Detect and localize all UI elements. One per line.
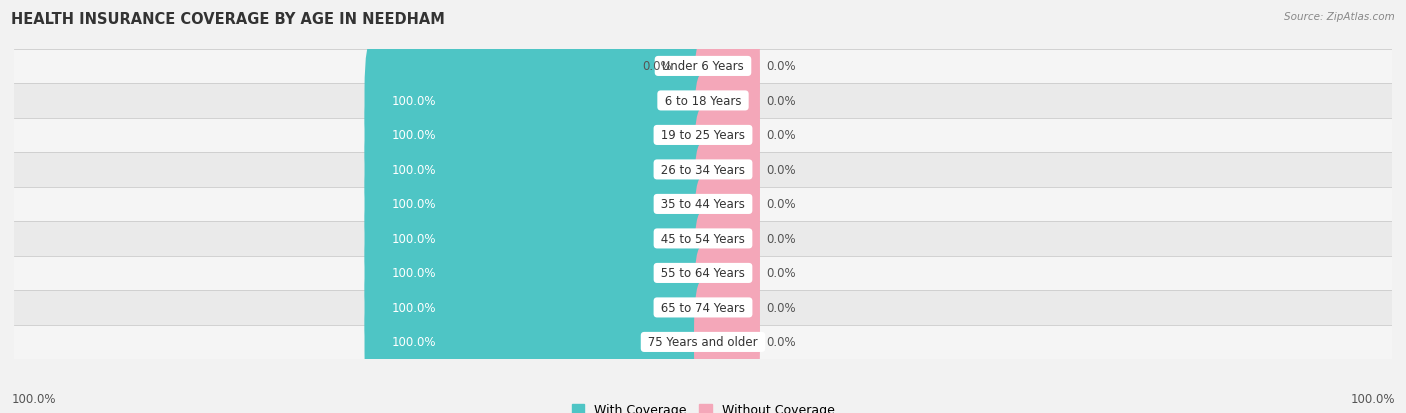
FancyBboxPatch shape [14,153,1392,187]
FancyBboxPatch shape [695,5,759,129]
Text: 0.0%: 0.0% [766,60,796,73]
Text: 0.0%: 0.0% [766,129,796,142]
Text: 0.0%: 0.0% [766,267,796,280]
Text: 100.0%: 100.0% [391,267,436,280]
FancyBboxPatch shape [14,119,1392,153]
FancyBboxPatch shape [14,325,1392,359]
Legend: With Coverage, Without Coverage: With Coverage, Without Coverage [567,398,839,413]
Text: 100.0%: 100.0% [391,129,436,142]
Text: 19 to 25 Years: 19 to 25 Years [657,129,749,142]
FancyBboxPatch shape [364,177,711,301]
FancyBboxPatch shape [14,187,1392,222]
FancyBboxPatch shape [364,245,711,370]
Text: 0.0%: 0.0% [766,198,796,211]
Text: Source: ZipAtlas.com: Source: ZipAtlas.com [1284,12,1395,22]
Text: 100.0%: 100.0% [391,164,436,176]
FancyBboxPatch shape [14,290,1392,325]
Text: 100.0%: 100.0% [391,233,436,245]
Text: 0.0%: 0.0% [766,233,796,245]
FancyBboxPatch shape [695,74,759,198]
Text: 0.0%: 0.0% [766,301,796,314]
FancyBboxPatch shape [364,280,711,404]
FancyBboxPatch shape [695,245,759,370]
FancyBboxPatch shape [14,256,1392,290]
FancyBboxPatch shape [364,142,711,267]
Text: 0.0%: 0.0% [766,336,796,349]
FancyBboxPatch shape [695,280,759,404]
Text: 55 to 64 Years: 55 to 64 Years [657,267,749,280]
Text: 0.0%: 0.0% [766,95,796,108]
Text: 0.0%: 0.0% [766,164,796,176]
Text: 100.0%: 100.0% [391,198,436,211]
Text: 6 to 18 Years: 6 to 18 Years [661,95,745,108]
FancyBboxPatch shape [14,222,1392,256]
FancyBboxPatch shape [695,142,759,267]
Text: HEALTH INSURANCE COVERAGE BY AGE IN NEEDHAM: HEALTH INSURANCE COVERAGE BY AGE IN NEED… [11,12,446,27]
FancyBboxPatch shape [364,74,711,198]
FancyBboxPatch shape [681,39,706,95]
FancyBboxPatch shape [14,50,1392,84]
Text: 100.0%: 100.0% [391,95,436,108]
Text: 35 to 44 Years: 35 to 44 Years [657,198,749,211]
Text: 65 to 74 Years: 65 to 74 Years [657,301,749,314]
FancyBboxPatch shape [364,211,711,335]
FancyBboxPatch shape [695,108,759,232]
Text: 100.0%: 100.0% [1350,392,1395,405]
Text: 100.0%: 100.0% [11,392,56,405]
Text: 100.0%: 100.0% [391,336,436,349]
FancyBboxPatch shape [14,84,1392,119]
Text: 0.0%: 0.0% [643,60,672,73]
FancyBboxPatch shape [364,108,711,232]
FancyBboxPatch shape [695,211,759,335]
FancyBboxPatch shape [364,39,711,164]
FancyBboxPatch shape [695,177,759,301]
Text: 100.0%: 100.0% [391,301,436,314]
Text: 75 Years and older: 75 Years and older [644,336,762,349]
Text: 45 to 54 Years: 45 to 54 Years [657,233,749,245]
Text: 26 to 34 Years: 26 to 34 Years [657,164,749,176]
FancyBboxPatch shape [695,39,759,164]
Text: Under 6 Years: Under 6 Years [658,60,748,73]
